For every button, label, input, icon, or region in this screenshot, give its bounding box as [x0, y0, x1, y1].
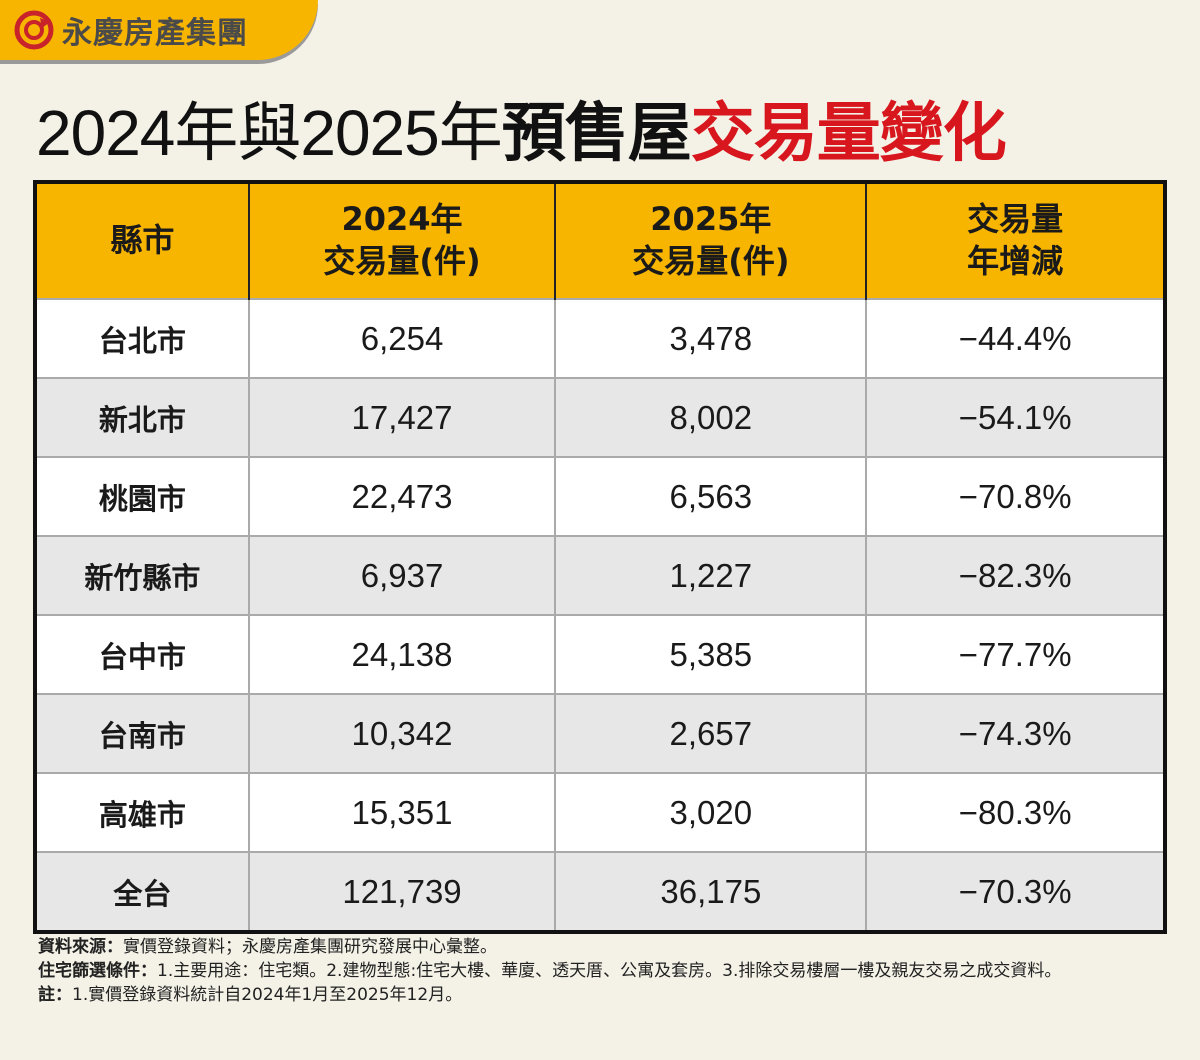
- change-cell: −82.3%: [866, 535, 1165, 615]
- city-cell: 台北市: [35, 298, 250, 378]
- change-cell: −54.1%: [866, 377, 1165, 457]
- value-2025-cell: 3,478: [555, 298, 868, 378]
- change-cell: −77.7%: [866, 614, 1165, 694]
- value-2024-cell: 121,739: [248, 851, 557, 932]
- column-header-line: 2024年: [341, 200, 463, 239]
- column-header: 2024年 交易量(件): [248, 182, 557, 299]
- data-table: 縣市 2024年 交易量(件) 2025年 交易量(件) 交易量 年增減 台北市 6,254 3…: [33, 180, 1167, 934]
- table-header-row: 縣市 2024年 交易量(件) 2025年 交易量(件) 交易量 年增減: [35, 182, 1165, 299]
- change-cell: −70.8%: [866, 456, 1165, 536]
- page-title: 2024年與2025年預售屋交易量變化: [36, 82, 1007, 174]
- table-row: 高雄市 15,351 3,020 −80.3%: [35, 772, 1165, 852]
- column-header-line: 交易量(件): [632, 242, 790, 280]
- value-2024-cell: 10,342: [248, 693, 557, 773]
- city-cell: 新竹縣市: [35, 535, 250, 615]
- city-cell: 新北市: [35, 377, 250, 457]
- value-2025-cell: 3,020: [555, 772, 868, 852]
- value-2024-cell: 22,473: [248, 456, 557, 536]
- change-cell: −70.3%: [866, 851, 1165, 932]
- brand-logo-icon: [14, 10, 54, 50]
- value-2025-cell: 8,002: [555, 377, 868, 457]
- column-header: 2025年 交易量(件): [555, 182, 868, 299]
- value-2024-cell: 17,427: [248, 377, 557, 457]
- city-cell: 台中市: [35, 614, 250, 694]
- column-header: 交易量 年增減: [866, 182, 1165, 299]
- note-remark: 註：1.實價登錄資料統計自2024年1月至2025年12月。: [38, 983, 1168, 1007]
- value-2025-cell: 6,563: [555, 456, 868, 536]
- table-row: 台北市 6,254 3,478 −44.4%: [35, 298, 1165, 378]
- city-cell: 台南市: [35, 693, 250, 773]
- note-criteria: 住宅篩選條件：1.主要用途：住宅類。2.建物型態:住宅大樓、華廈、透天厝、公寓及…: [38, 959, 1168, 983]
- value-2024-cell: 6,254: [248, 298, 557, 378]
- value-2025-cell: 5,385: [555, 614, 868, 694]
- city-cell: 高雄市: [35, 772, 250, 852]
- note-text: 實價登錄資料；永慶房產集團研究發展中心彙整。: [123, 937, 497, 957]
- title-subject: 預售屋: [501, 97, 692, 171]
- change-cell: −74.3%: [866, 693, 1165, 773]
- note-label: 註：: [38, 985, 72, 1005]
- city-cell: 桃園市: [35, 456, 250, 536]
- table-row: 台南市 10,342 2,657 −74.3%: [35, 693, 1165, 773]
- change-cell: −44.4%: [866, 298, 1165, 378]
- value-2024-cell: 24,138: [248, 614, 557, 694]
- title-highlight: 交易量變化: [690, 97, 1007, 171]
- table-row: 台中市 24,138 5,385 −77.7%: [35, 614, 1165, 694]
- note-text: 1.實價登錄資料統計自2024年1月至2025年12月。: [72, 985, 463, 1005]
- title-years: 2024年與2025年: [36, 97, 503, 169]
- value-2025-cell: 1,227: [555, 535, 868, 615]
- change-cell: −80.3%: [866, 772, 1165, 852]
- brand-logo-bar: 永慶房產集團: [0, 0, 318, 60]
- note-text: 1.主要用途：住宅類。2.建物型態:住宅大樓、華廈、透天厝、公寓及套房。3.排除…: [157, 961, 1062, 981]
- value-2024-cell: 6,937: [248, 535, 557, 615]
- column-header-line: 年增減: [967, 242, 1064, 280]
- note-source: 資料來源：實價登錄資料；永慶房產集團研究發展中心彙整。: [38, 935, 1168, 959]
- table-row: 全台 121,739 36,175 −70.3%: [35, 851, 1165, 932]
- column-header-line: 縣市: [110, 221, 175, 260]
- column-header-line: 交易量: [967, 200, 1064, 239]
- note-label: 資料來源：: [38, 937, 123, 957]
- city-cell: 全台: [35, 851, 250, 932]
- note-label: 住宅篩選條件：: [38, 961, 157, 981]
- column-header-line: 交易量(件): [323, 242, 481, 280]
- value-2024-cell: 15,351: [248, 772, 557, 852]
- table-row: 新北市 17,427 8,002 −54.1%: [35, 377, 1165, 457]
- column-header: 縣市: [35, 182, 250, 299]
- table-row: 桃園市 22,473 6,563 −70.8%: [35, 456, 1165, 536]
- table-row: 新竹縣市 6,937 1,227 −82.3%: [35, 535, 1165, 615]
- column-header-line: 2025年: [650, 200, 772, 239]
- footnotes: 資料來源：實價登錄資料；永慶房產集團研究發展中心彙整。 住宅篩選條件：1.主要用…: [38, 935, 1168, 1007]
- brand-name: 永慶房產集團: [62, 16, 248, 51]
- value-2025-cell: 36,175: [555, 851, 868, 932]
- value-2025-cell: 2,657: [555, 693, 868, 773]
